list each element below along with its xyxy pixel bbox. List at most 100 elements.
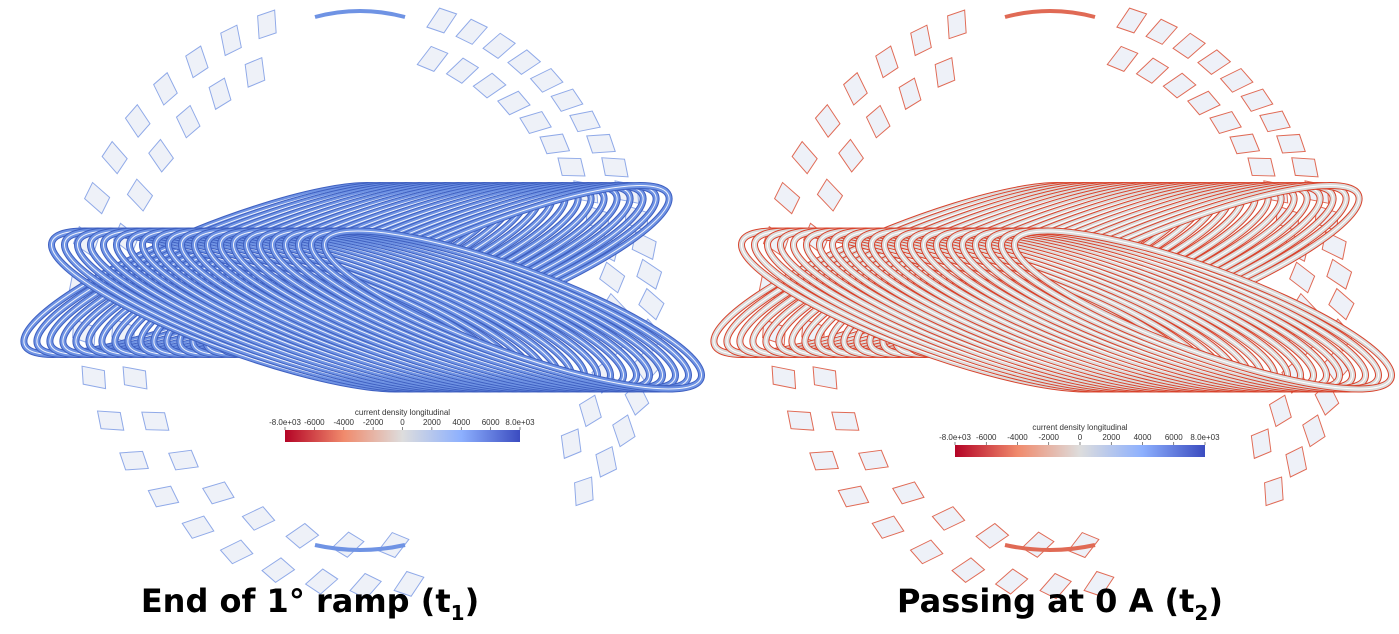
magnet-block — [1251, 429, 1271, 458]
magnet-block — [602, 158, 628, 177]
magnet-block — [102, 142, 127, 174]
colorbar-tick-label: -8.0e+03 — [269, 418, 301, 427]
magnet-block — [262, 558, 294, 583]
magnet-block — [832, 412, 859, 430]
magnet-block — [932, 507, 964, 530]
colorbar — [955, 445, 1205, 457]
magnet-block — [813, 367, 837, 389]
magnet-block — [508, 50, 540, 75]
magnet-block — [242, 507, 274, 530]
magnet-block — [540, 134, 569, 154]
magnet-block — [893, 482, 924, 504]
magnet-block — [911, 540, 943, 564]
magnet-block — [866, 105, 889, 137]
magnet-block — [123, 367, 147, 389]
magnet-block — [587, 134, 616, 153]
magnet-block — [838, 486, 868, 507]
magnet-block — [1107, 46, 1137, 71]
colorbar-tick-label: -8.0e+03 — [939, 433, 971, 442]
magnet-block — [332, 532, 364, 557]
magnet-block — [570, 111, 600, 132]
magnet-block — [815, 105, 840, 137]
colorbar-tick-label: 2000 — [423, 418, 441, 427]
simulation-render — [9, 8, 1399, 598]
magnet-block — [639, 289, 664, 320]
magnet-block — [1198, 50, 1230, 75]
magnet-block — [498, 91, 530, 114]
magnet-block — [531, 69, 563, 93]
magnet-block — [1022, 532, 1054, 557]
magnet-block — [85, 182, 110, 213]
magnet-block — [596, 447, 617, 477]
magnet-block — [456, 19, 487, 44]
colorbars: current density longitudinal-8.0e+03-600… — [255, 406, 1235, 461]
colorbar-tick-label: 8.0e+03 — [505, 418, 535, 427]
magnet-block — [859, 450, 888, 470]
colorbar-tick-label: 6000 — [482, 418, 500, 427]
magnet-block — [142, 412, 169, 430]
magnet-block — [792, 142, 817, 174]
magnet-block — [613, 415, 635, 447]
magnet-block — [558, 158, 585, 176]
magnet-block — [810, 451, 839, 470]
colorbar-tick-label: -2000 — [363, 418, 384, 427]
magnet-block — [1327, 259, 1352, 289]
colorbar-tick-label: -2000 — [1039, 433, 1060, 442]
magnet-block — [788, 411, 814, 430]
magnet-block — [1290, 262, 1315, 292]
magnet-block — [579, 395, 601, 426]
magnet-block — [447, 58, 479, 83]
magnet-block — [182, 516, 214, 538]
magnet-block — [221, 25, 242, 55]
magnet-block — [911, 25, 932, 55]
magnet-block — [1163, 73, 1195, 98]
magnet-block — [551, 89, 583, 111]
magnet-block — [1117, 8, 1147, 33]
magnet-block — [899, 78, 921, 109]
colorbar-tick-label: -6000 — [304, 418, 325, 427]
magnet-block — [483, 33, 515, 58]
magnet-block — [176, 105, 199, 137]
magnet-block — [575, 477, 594, 506]
magnet-block — [1269, 395, 1291, 426]
magnet-block — [82, 366, 106, 388]
magnet-block — [1221, 69, 1253, 93]
magnet-block — [286, 524, 318, 549]
magnet-block — [1188, 91, 1220, 114]
magnet-block — [125, 105, 150, 137]
colorbar-tick-label: -6000 — [976, 433, 997, 442]
magnet-block — [952, 558, 984, 583]
magnet-block — [1210, 112, 1241, 134]
colorbar-tick-label: 2000 — [1102, 433, 1120, 442]
magnet-block — [427, 8, 457, 33]
magnet-block — [209, 78, 231, 109]
caption-close: ) — [1208, 582, 1223, 620]
caption-text: Passing at 0 A (t — [897, 582, 1194, 620]
magnet-block — [221, 540, 253, 564]
colorbar-tick-label: 0 — [1078, 433, 1083, 442]
magnet-block — [169, 450, 198, 470]
magnet-block — [976, 524, 1008, 549]
magnet-block — [1303, 415, 1325, 447]
magnet-block — [935, 58, 955, 87]
magnet-block — [127, 179, 152, 211]
caption-close: ) — [465, 582, 480, 620]
colorbar-title: current density longitudinal — [355, 408, 450, 417]
magnet-block — [817, 179, 842, 211]
magnet-block — [872, 516, 904, 538]
caption-text: End of 1° ramp (t — [141, 582, 451, 620]
colorbar-tick-label: 4000 — [1134, 433, 1152, 442]
magnet-block — [1292, 158, 1318, 177]
magnet-block — [417, 46, 447, 71]
magnet-block — [149, 139, 174, 171]
magnet-block — [148, 486, 178, 507]
magnet-block — [258, 10, 277, 39]
magnet-block — [1173, 33, 1205, 58]
end-cap — [1005, 11, 1095, 17]
magnet-block — [839, 139, 864, 171]
colorbar-title: current density longitudinal — [1032, 423, 1127, 432]
colorbar — [285, 430, 520, 442]
magnet-block — [203, 482, 234, 504]
magnet-block — [1260, 111, 1290, 132]
colorbar-tick-label: -4000 — [334, 418, 355, 427]
